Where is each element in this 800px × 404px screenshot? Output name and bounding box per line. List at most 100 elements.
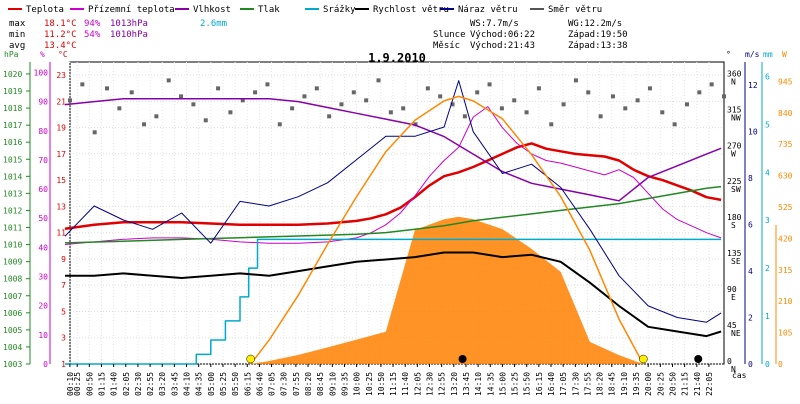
dir-point-45 xyxy=(623,106,628,111)
tick-direction-deg-1: 315 xyxy=(727,105,742,114)
x-tick-5: 02:05 xyxy=(122,372,131,396)
tick-temperature-2: 5 xyxy=(61,307,66,316)
legend-label-1: Přízemní teplota xyxy=(88,5,175,15)
tick-pressure-8: 1011 xyxy=(3,224,22,233)
series-line-2 xyxy=(64,97,722,202)
legend: Teplota Přízemní teplota Vlhkost Tlak Srážky… xyxy=(8,5,602,15)
x-tick-14: 05:50 xyxy=(231,372,240,396)
dir-point-48 xyxy=(660,110,665,115)
x-tick-39: 16:15 xyxy=(535,372,544,396)
x-tick-32: 13:20 xyxy=(450,372,459,396)
stat-max-label: max xyxy=(9,19,26,29)
legend-label-7: Směr větru xyxy=(548,5,602,15)
tick-speed-0: 0 xyxy=(748,360,753,369)
tick-pressure-14: 1017 xyxy=(3,121,22,130)
tick-pressure-4: 1007 xyxy=(3,292,22,301)
tick-temperature-6: 13 xyxy=(56,202,66,211)
series-line-6 xyxy=(64,80,722,323)
stat-avg-temp: 13.4°C xyxy=(44,41,77,51)
moon-label: Měsíc xyxy=(433,41,460,51)
dir-point-5 xyxy=(129,90,134,95)
dir-point-33 xyxy=(475,90,480,95)
x-tick-1: 00:25 xyxy=(73,372,82,396)
dir-point-8 xyxy=(166,78,171,83)
x-tick-9: 03:45 xyxy=(170,372,179,396)
x-tick-47: 19:35 xyxy=(632,372,641,396)
tick-humidity-2: 20 xyxy=(38,302,48,311)
dir-point-19 xyxy=(302,94,307,99)
series-line-1 xyxy=(64,106,722,245)
x-tick-36: 15:00 xyxy=(498,372,507,396)
x-tick-4: 01:40 xyxy=(110,372,119,396)
tick-direction-card-4: S xyxy=(731,221,736,230)
series-line-5 xyxy=(65,251,722,338)
x-tick-40: 16:40 xyxy=(547,372,556,396)
tick-pressure-6: 1009 xyxy=(3,258,22,267)
tick-pressure-17: 1020 xyxy=(3,70,22,79)
dir-point-17 xyxy=(277,122,282,127)
dir-point-25 xyxy=(376,78,381,83)
series-line-3 xyxy=(64,185,722,244)
tick-direction-card-8: N xyxy=(731,365,736,374)
tick-temperature-5: 11 xyxy=(56,229,66,238)
x-tick-0: 00:10 xyxy=(66,372,75,396)
sunrise-marker xyxy=(246,354,255,364)
tick-pressure-9: 1012 xyxy=(3,206,22,215)
dir-point-27 xyxy=(401,106,406,111)
tick-solar-1: 105 xyxy=(778,329,793,338)
tick-solar-0: 0 xyxy=(778,360,783,369)
x-tick-13: 05:25 xyxy=(219,372,228,396)
tick-humidity-7: 70 xyxy=(38,156,48,165)
x-tick-7: 02:55 xyxy=(146,372,155,396)
stat-max-rain: 2.6mm xyxy=(200,19,227,29)
wind-ws: WS:7.7m/s xyxy=(470,19,519,29)
series-line-7 xyxy=(250,95,644,365)
x-tick-50: 20:50 xyxy=(668,372,677,396)
dir-point-24 xyxy=(364,98,369,103)
dir-point-41 xyxy=(573,78,578,83)
legend-label-2: Vlhkost xyxy=(193,5,231,15)
tick-humidity-1: 10 xyxy=(38,331,48,340)
sun-rise: Východ:06:22 xyxy=(470,30,535,40)
tick-pressure-7: 1010 xyxy=(3,241,22,250)
tick-direction-deg-7: 45 xyxy=(727,321,737,330)
tick-pressure-15: 1018 xyxy=(3,104,22,113)
tick-solar-3: 315 xyxy=(778,266,793,275)
dir-point-18 xyxy=(290,106,295,111)
sunset-marker xyxy=(639,354,648,364)
unit-solar: W xyxy=(782,50,787,59)
dir-point-10 xyxy=(191,102,196,107)
tick-temperature-4: 9 xyxy=(61,255,66,264)
x-tick-37: 15:25 xyxy=(511,372,520,396)
moon-set: Západ:13:38 xyxy=(568,41,628,51)
tick-humidity-4: 40 xyxy=(38,243,48,252)
dir-point-14 xyxy=(240,98,245,103)
x-tick-19: 07:55 xyxy=(292,372,301,396)
tick-direction-card-7: NE xyxy=(731,329,741,338)
dir-point-9 xyxy=(179,94,184,99)
x-tick-25: 10:25 xyxy=(365,372,374,396)
tick-direction-card-5: SE xyxy=(731,257,741,266)
dir-point-13 xyxy=(228,110,233,115)
tick-humidity-10: 100 xyxy=(34,68,49,77)
tick-solar-6: 630 xyxy=(778,172,793,181)
dir-point-15 xyxy=(253,90,258,95)
tick-direction-card-3: SW xyxy=(731,185,741,194)
dir-point-51 xyxy=(697,90,702,95)
x-tick-44: 18:20 xyxy=(596,372,605,396)
x-tick-18: 07:30 xyxy=(280,372,289,396)
moonrise-marker xyxy=(694,355,703,363)
stat-min-label: min xyxy=(9,30,25,40)
unit-direction: ° xyxy=(726,50,731,59)
wind-direction-layer xyxy=(68,78,726,135)
x-tick-45: 18:45 xyxy=(608,372,617,396)
tick-direction-deg-2: 270 xyxy=(727,141,742,150)
tick-temperature-0: 1 xyxy=(61,360,66,369)
tick-temperature-10: 21 xyxy=(56,97,66,106)
sun-moon-markers xyxy=(246,354,703,364)
dir-point-38 xyxy=(536,86,541,91)
tick-rain-2: 2 xyxy=(765,264,770,273)
x-tick-43: 17:55 xyxy=(583,372,592,396)
